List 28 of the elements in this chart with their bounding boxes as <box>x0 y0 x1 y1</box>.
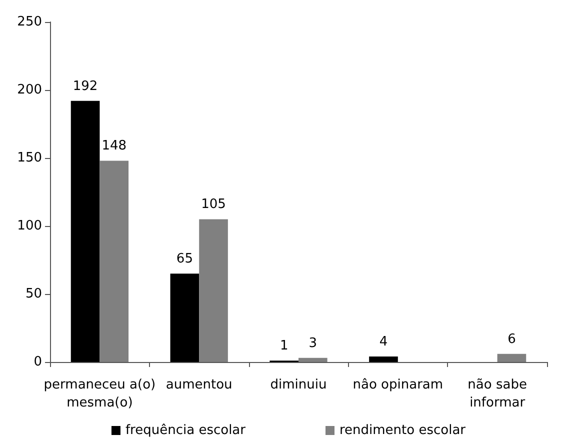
legend-label: frequência escolar <box>125 423 246 438</box>
y-tick-label: 200 <box>17 82 42 98</box>
y-tick-label: 250 <box>17 14 42 30</box>
data-label: 148 <box>102 138 127 154</box>
data-label: 3 <box>308 336 318 351</box>
bar <box>70 100 100 362</box>
bar <box>170 274 200 362</box>
x-tick-label: nâo opinaram <box>352 378 444 392</box>
data-label: 4 <box>379 334 388 350</box>
x-tick-label: permaneceu a(o) mesma(o) <box>44 378 156 410</box>
data-label: 6 <box>508 332 516 347</box>
data-label: 105 <box>201 197 226 212</box>
y-tick-label: 0 <box>34 354 42 370</box>
bar <box>199 219 228 362</box>
bar <box>298 358 328 362</box>
bar <box>369 356 398 362</box>
x-tick-label: aumentou <box>166 378 232 392</box>
data-label: 192 <box>72 78 98 94</box>
data-label: 1 <box>280 338 288 354</box>
y-tick-label: 100 <box>17 218 42 234</box>
legend-label: rendimento escolar <box>339 423 466 438</box>
y-tick-label: 150 <box>17 150 42 166</box>
data-label: 65 <box>176 252 193 267</box>
x-tick-label: não sabe informar <box>468 378 527 410</box>
y-tick-label: 50 <box>25 286 42 302</box>
bar <box>497 354 526 362</box>
bar <box>100 160 129 362</box>
x-tick-label: diminuiu <box>270 378 327 392</box>
